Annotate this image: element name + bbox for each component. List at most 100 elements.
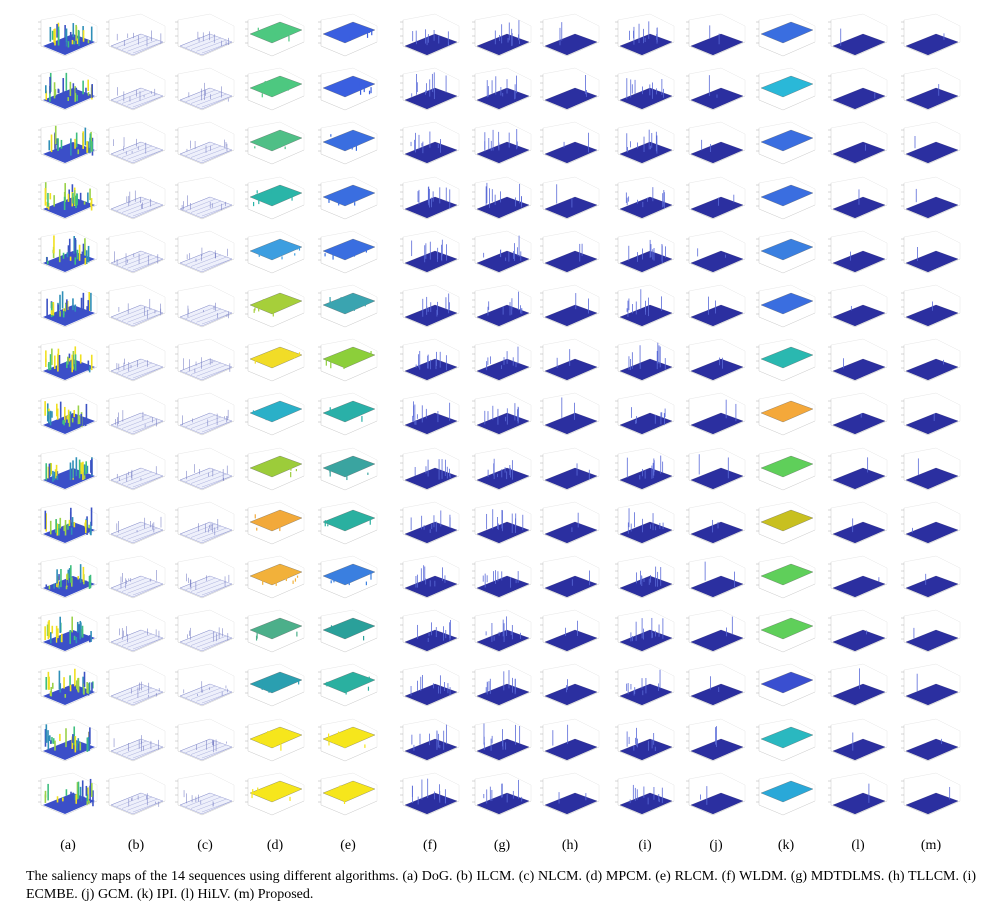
saliency-map-g-row-7: [472, 338, 532, 382]
saliency-map-j-row-10: [686, 501, 746, 545]
saliency-map-k-row-4: [756, 176, 816, 219]
saliency-map-c-row-11: [175, 555, 235, 599]
saliency-map-grid: [38, 13, 961, 816]
saliency-map-a-row-1: [38, 13, 98, 57]
saliency-map-h-row-10: [540, 501, 600, 545]
saliency-map-h-row-12: [540, 609, 600, 653]
saliency-map-k-row-5: [756, 230, 816, 274]
saliency-map-j-row-4: [686, 176, 746, 219]
saliency-map-l-row-15: [828, 772, 888, 816]
saliency-map-j-row-8: [686, 393, 746, 436]
saliency-map-d-row-8: [245, 393, 305, 436]
saliency-map-d-row-7: [245, 338, 305, 382]
saliency-map-l-row-8: [828, 393, 888, 436]
saliency-map-i-row-8: [615, 393, 675, 436]
saliency-map-i-row-1: [615, 13, 675, 57]
saliency-map-e-row-2: [318, 67, 378, 111]
saliency-map-f-row-7: [400, 338, 460, 382]
saliency-map-e-row-11: [318, 555, 378, 599]
saliency-map-a-row-12: [38, 609, 98, 653]
saliency-map-h-row-4: [540, 176, 600, 219]
saliency-map-e-row-15: [318, 772, 378, 816]
saliency-map-b-row-5: [106, 230, 166, 274]
saliency-map-f-row-5: [400, 230, 460, 274]
saliency-map-l-row-6: [828, 284, 888, 328]
saliency-map-i-row-6: [615, 284, 675, 328]
saliency-map-g-row-3: [472, 122, 532, 165]
saliency-map-m-row-12: [901, 609, 961, 653]
saliency-map-b-row-7: [106, 338, 166, 382]
saliency-map-g-row-11: [472, 555, 532, 599]
saliency-map-b-row-4: [106, 176, 166, 219]
saliency-map-m-row-9: [901, 447, 961, 490]
saliency-map-a-row-5: [38, 230, 98, 274]
saliency-map-g-row-8: [472, 393, 532, 436]
saliency-map-c-row-10: [175, 501, 235, 545]
saliency-map-k-row-2: [756, 67, 816, 111]
column-label-m: (m): [920, 838, 942, 853]
saliency-map-c-row-7: [175, 338, 235, 382]
saliency-map-d-row-13: [245, 664, 305, 707]
saliency-map-c-row-6: [175, 284, 235, 328]
saliency-map-k-row-9: [756, 447, 816, 490]
saliency-map-e-row-10: [318, 501, 378, 545]
column-label-f: (f): [423, 838, 437, 853]
saliency-map-i-row-14: [615, 718, 675, 761]
saliency-map-f-row-2: [400, 67, 460, 111]
saliency-map-e-row-13: [318, 664, 378, 707]
saliency-map-d-row-9: [245, 447, 305, 490]
saliency-map-b-row-1: [106, 13, 166, 57]
saliency-map-h-row-6: [540, 284, 600, 328]
saliency-map-d-row-3: [245, 122, 305, 165]
saliency-map-a-row-6: [38, 284, 98, 328]
saliency-map-d-row-10: [245, 501, 305, 545]
saliency-map-i-row-7: [615, 338, 675, 382]
saliency-map-a-row-13: [38, 664, 98, 707]
saliency-map-h-row-11: [540, 555, 600, 599]
saliency-map-d-row-12: [245, 609, 305, 653]
saliency-map-h-row-9: [540, 447, 600, 490]
saliency-map-j-row-7: [686, 338, 746, 382]
saliency-map-b-row-2: [106, 67, 166, 111]
saliency-map-b-row-6: [106, 284, 166, 328]
saliency-map-a-row-4: [38, 176, 98, 219]
saliency-map-e-row-1: [318, 13, 378, 57]
saliency-map-m-row-1: [901, 13, 961, 57]
column-label-a: (a): [60, 838, 76, 853]
saliency-map-f-row-4: [400, 176, 460, 219]
saliency-map-k-row-10: [756, 501, 816, 545]
saliency-map-d-row-11: [245, 555, 305, 599]
saliency-map-k-row-8: [756, 393, 816, 436]
saliency-map-k-row-1: [756, 13, 816, 57]
saliency-map-c-row-13: [175, 664, 235, 707]
saliency-map-a-row-14: [38, 718, 98, 761]
saliency-map-f-row-8: [400, 393, 460, 436]
saliency-map-e-row-3: [318, 122, 378, 165]
saliency-map-i-row-3: [615, 122, 675, 165]
saliency-map-g-row-1: [472, 13, 532, 57]
saliency-map-d-row-2: [245, 67, 305, 111]
saliency-map-a-row-3: [38, 122, 98, 165]
saliency-map-m-row-15: [901, 772, 961, 816]
saliency-map-g-row-5: [472, 230, 532, 274]
column-label-l: (l): [851, 838, 865, 853]
saliency-map-m-row-14: [901, 718, 961, 761]
saliency-map-i-row-11: [615, 555, 675, 599]
saliency-map-b-row-9: [106, 447, 166, 490]
saliency-map-m-row-8: [901, 393, 961, 436]
saliency-map-l-row-13: [828, 664, 888, 707]
saliency-map-d-row-5: [245, 230, 305, 274]
saliency-map-j-row-3: [686, 122, 746, 165]
saliency-map-c-row-15: [175, 772, 235, 816]
saliency-map-k-row-12: [756, 609, 816, 653]
saliency-map-h-row-15: [540, 772, 600, 816]
saliency-map-e-row-6: [318, 284, 378, 328]
saliency-map-k-row-15: [756, 772, 816, 816]
saliency-map-g-row-12: [472, 609, 532, 653]
saliency-map-h-row-8: [540, 393, 600, 436]
saliency-map-e-row-14: [318, 718, 378, 761]
saliency-map-g-row-9: [472, 447, 532, 490]
saliency-map-a-row-15: [38, 772, 98, 816]
saliency-map-g-row-15: [472, 772, 532, 816]
saliency-map-g-row-2: [472, 67, 532, 111]
